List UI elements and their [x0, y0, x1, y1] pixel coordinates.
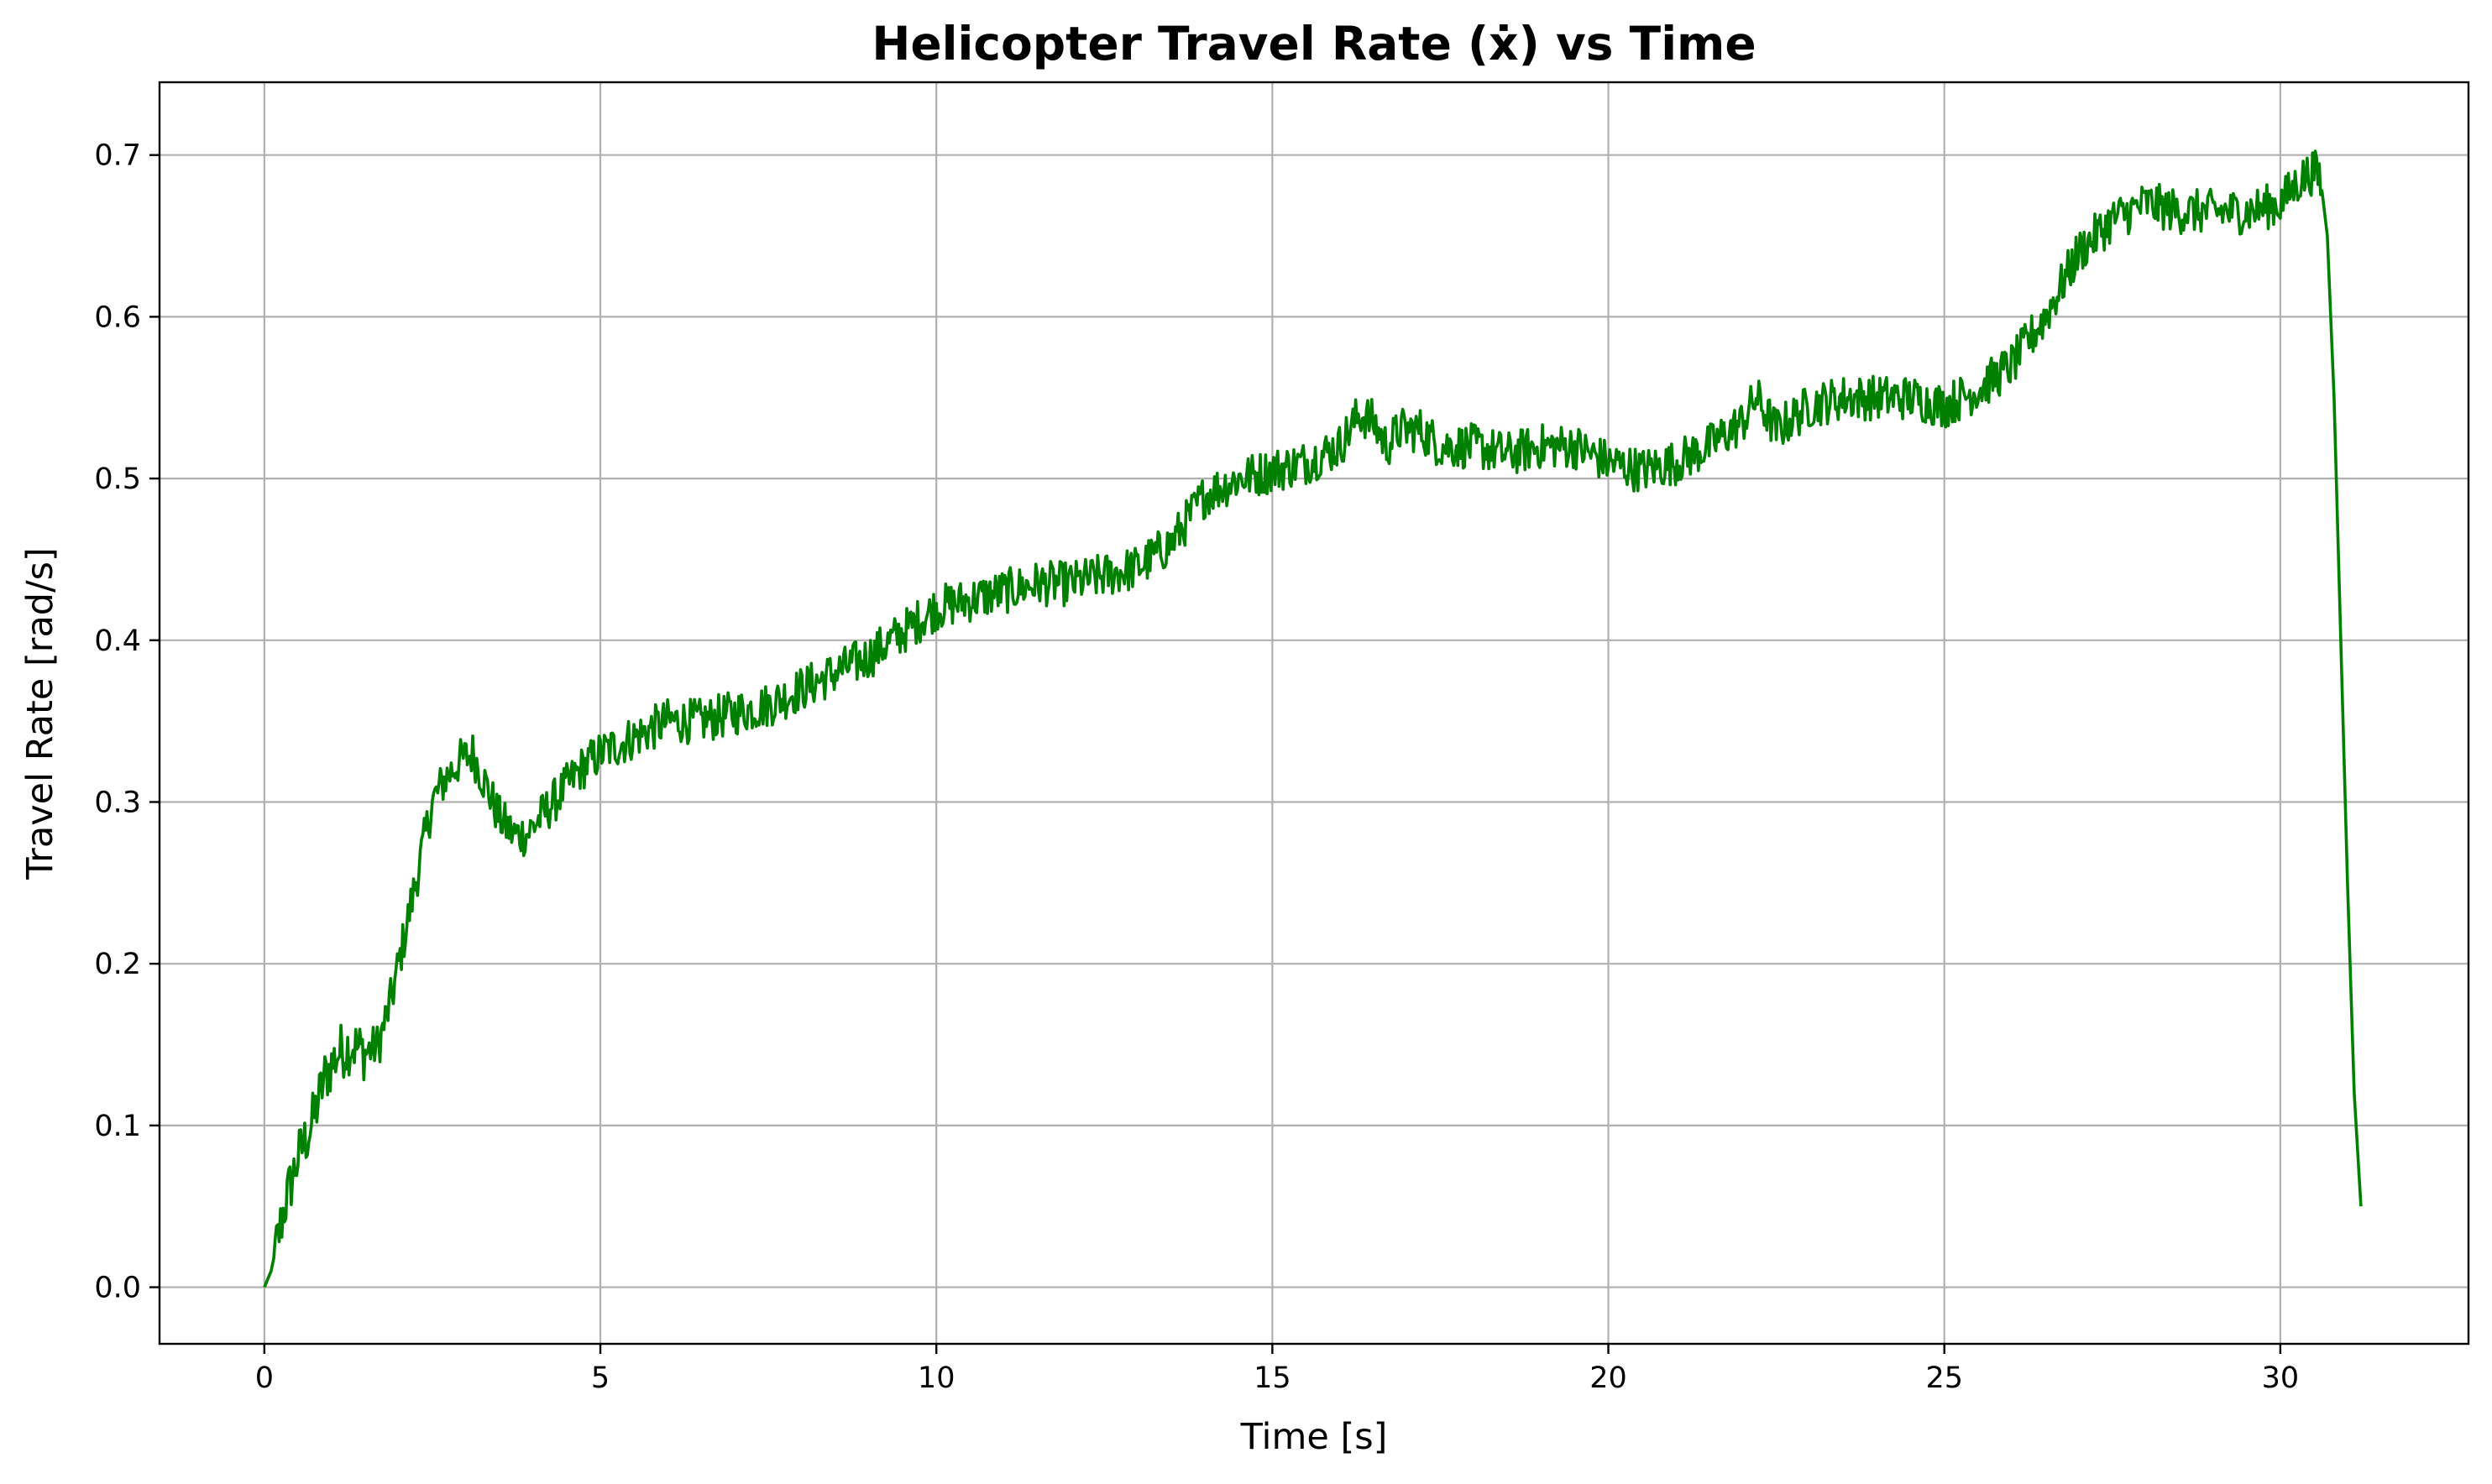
x-tick-label: 0 — [255, 1361, 274, 1395]
y-tick-label: 0.1 — [94, 1110, 141, 1143]
y-axis-label: Travel Rate [rad/s] — [19, 547, 61, 880]
y-tick-label: 0.3 — [94, 786, 141, 819]
x-tick-label: 30 — [2262, 1361, 2300, 1395]
y-tick-label: 0.5 — [94, 462, 141, 496]
x-tick-label: 20 — [1589, 1361, 1627, 1395]
axis-ticks: 0 5 10 15 20 25 30 0.0 0.1 0.2 0.3 0.4 0.5 0.6 0.7 — [94, 139, 2299, 1395]
x-tick-label: 25 — [1925, 1361, 1963, 1395]
plot-frame — [158, 81, 2470, 1346]
plot-series — [263, 149, 2363, 1288]
x-tick-label: 5 — [591, 1361, 610, 1395]
x-tick-label: 10 — [918, 1361, 955, 1395]
y-tick-label: 0.2 — [94, 948, 141, 981]
grid-lines — [160, 82, 2468, 1344]
x-axis-label: Time [s] — [1240, 1416, 1388, 1458]
y-tick-label: 0.4 — [94, 624, 141, 658]
chart-title: Helicopter Travel Rate (ẋ) vs Time — [872, 17, 1756, 71]
x-tick-label: 15 — [1254, 1361, 1291, 1395]
y-tick-label: 0.7 — [94, 139, 141, 173]
series-line — [263, 149, 2363, 1288]
y-tick-label: 0.6 — [94, 300, 141, 334]
y-tick-label: 0.0 — [94, 1272, 141, 1305]
